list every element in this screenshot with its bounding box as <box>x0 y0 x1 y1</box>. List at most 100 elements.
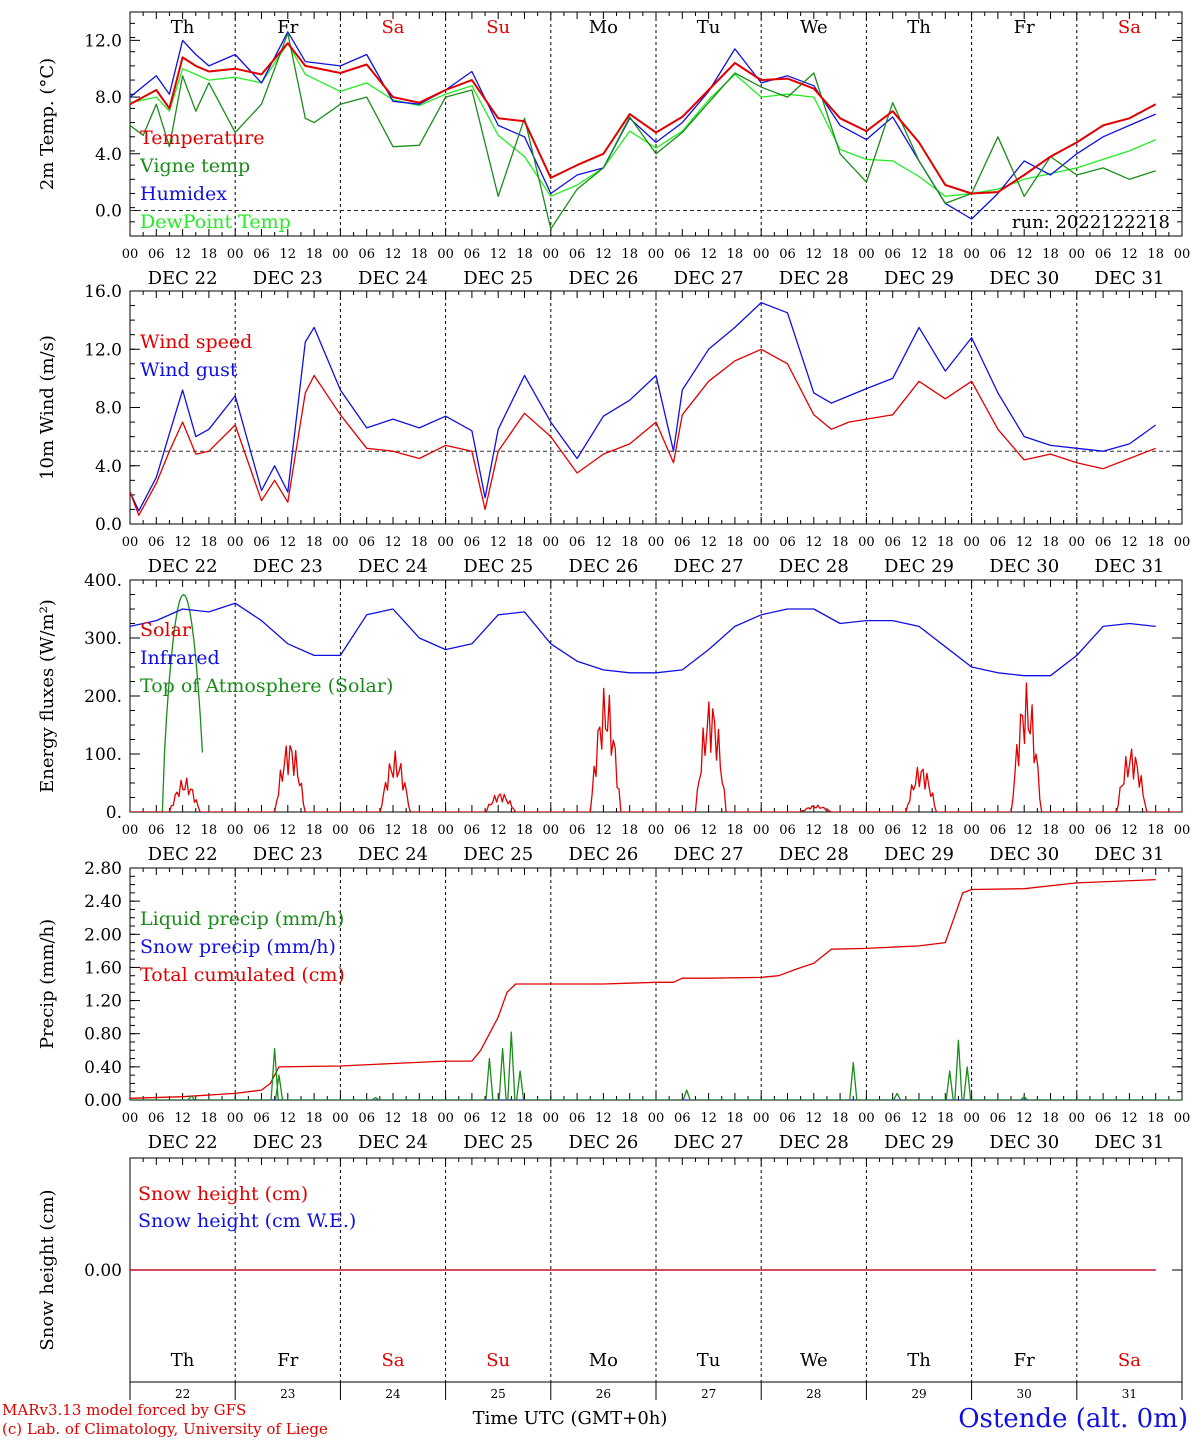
hour-tick-label: 12 <box>385 1111 402 1126</box>
date-label: DEC 23 <box>253 556 323 577</box>
hour-tick-label: 18 <box>832 535 849 550</box>
plot-area <box>130 31 1157 230</box>
date-label: DEC 30 <box>989 1132 1059 1153</box>
hour-tick-label: 12 <box>1016 823 1033 838</box>
hour-tick-label: 06 <box>990 247 1007 262</box>
date-label: DEC 31 <box>1094 844 1164 865</box>
date-label: DEC 26 <box>568 268 638 289</box>
series-line-temperature <box>130 42 1157 195</box>
y-tick-label: 0.0 <box>95 515 122 535</box>
x-axis-label: Time UTC (GMT+0h) <box>473 1408 668 1429</box>
hour-tick-label: 00 <box>753 247 770 262</box>
hour-tick-label: 06 <box>990 1111 1007 1126</box>
hour-tick-label: 18 <box>621 535 638 550</box>
hour-tick-label: 06 <box>464 247 481 262</box>
hour-tick-label: 00 <box>1174 535 1191 550</box>
hour-tick-label: 00 <box>753 823 770 838</box>
hour-tick-label: 00 <box>543 535 560 550</box>
hour-tick-label: 06 <box>464 1111 481 1126</box>
hour-tick-label: 06 <box>358 247 375 262</box>
hour-tick-label: 06 <box>464 535 481 550</box>
hour-tick-label: 18 <box>1147 823 1164 838</box>
hour-tick-label: 18 <box>1042 1111 1059 1126</box>
hour-tick-label: 18 <box>1042 247 1059 262</box>
hour-tick-label: 18 <box>411 823 428 838</box>
series-line-dewpoint-temp <box>130 42 1156 197</box>
hour-tick-label: 00 <box>543 247 560 262</box>
series-line-total-cumulated-cm <box>130 878 1156 1099</box>
day-name: Th <box>907 17 931 38</box>
date-label: DEC 24 <box>358 556 428 577</box>
y-tick-label: 100. <box>84 745 122 765</box>
y-tick-label: 16.0 <box>84 282 122 302</box>
hour-tick-label: 18 <box>201 823 218 838</box>
hour-tick-label: 06 <box>1095 823 1112 838</box>
hour-tick-label: 12 <box>174 1111 191 1126</box>
date-label: DEC 27 <box>674 556 744 577</box>
series-line-vigne-temp <box>130 32 1156 230</box>
hour-tick-label: 06 <box>779 823 796 838</box>
hour-tick-label: 06 <box>1095 535 1112 550</box>
hour-tick-label: 06 <box>884 247 901 262</box>
legend-solar: Solar <box>140 619 192 641</box>
y-tick-label: 0. <box>106 803 122 823</box>
day-name: Su <box>486 1350 510 1371</box>
hour-tick-label: 06 <box>464 823 481 838</box>
footer: MARv3.13 model forced by GFS (c) Lab. of… <box>2 1401 1188 1438</box>
panel-3: 0. 100. 200. 300. 400. Energy fluxes (W/m²) So… <box>37 571 1190 865</box>
hour-tick-label: 18 <box>516 1111 533 1126</box>
date-label: DEC 28 <box>779 1132 849 1153</box>
hour-tick-label: 18 <box>516 823 533 838</box>
hour-tick-label: 18 <box>937 1111 954 1126</box>
date-label: DEC 30 <box>989 268 1059 289</box>
hour-tick-label: 00 <box>963 535 980 550</box>
date-label: DEC 25 <box>463 556 533 577</box>
date-label: DEC 23 <box>253 844 323 865</box>
legend-temperature: Temperature <box>140 127 264 149</box>
legend-total-cumulated-cm: Total cumulated (cm) <box>140 964 345 986</box>
day-name: Th <box>171 1350 195 1371</box>
hour-tick-label: 06 <box>1095 247 1112 262</box>
date-label: DEC 22 <box>148 556 218 577</box>
hour-tick-label: 12 <box>490 535 507 550</box>
y-tick-label: 12.0 <box>84 31 122 51</box>
day-name: Su <box>486 17 510 38</box>
day-name: Fr <box>277 17 298 38</box>
y-tick-label: 1.20 <box>84 992 122 1012</box>
legend-snow-precip-mm-h: Snow precip (mm/h) <box>140 936 336 958</box>
panel-2: 0.0 4.0 8.0 12.0 16.0 10m Wind (m/s) Wind spee… <box>37 282 1190 577</box>
y-tick-label: 2.00 <box>84 925 122 945</box>
y-tick-label: 8.0 <box>95 88 122 108</box>
y-tick-label: 12.0 <box>84 340 122 360</box>
hour-tick-label: 00 <box>122 1111 139 1126</box>
hour-tick-label: 18 <box>306 535 323 550</box>
hour-tick-label: 00 <box>122 535 139 550</box>
hour-tick-label: 00 <box>963 247 980 262</box>
date-label: DEC 24 <box>358 844 428 865</box>
hour-tick-label: 12 <box>280 823 297 838</box>
day-name: Sa <box>381 1350 404 1371</box>
hour-tick-label: 06 <box>569 1111 586 1126</box>
legend-liquid-precip-mm-h: Liquid precip (mm/h) <box>140 908 344 930</box>
panel-4: 0.00 0.40 0.80 1.20 1.60 2.00 2.40 2.80 Precip (… <box>37 859 1190 1153</box>
day-name: We <box>800 1350 828 1371</box>
day-number: 26 <box>596 1387 611 1401</box>
series-line-solar <box>130 682 1182 812</box>
date-label: DEC 25 <box>463 1132 533 1153</box>
hour-tick-label: 12 <box>1121 823 1138 838</box>
series-line-wind-speed <box>130 348 1156 516</box>
hour-tick-label: 18 <box>516 535 533 550</box>
day-name: Fr <box>1014 17 1035 38</box>
hour-tick-label: 12 <box>911 247 928 262</box>
hour-tick-label: 06 <box>569 247 586 262</box>
day-number: 27 <box>701 1387 716 1401</box>
hour-tick-label: 00 <box>332 535 349 550</box>
y-tick-label: 200. <box>84 687 122 707</box>
day-number: 25 <box>491 1387 506 1401</box>
date-label: DEC 22 <box>148 268 218 289</box>
y-tick-label: 400. <box>84 571 122 591</box>
hour-tick-label: 06 <box>253 247 270 262</box>
day-number: 22 <box>175 1387 190 1401</box>
hour-tick-label: 00 <box>332 247 349 262</box>
hour-tick-label: 18 <box>621 823 638 838</box>
